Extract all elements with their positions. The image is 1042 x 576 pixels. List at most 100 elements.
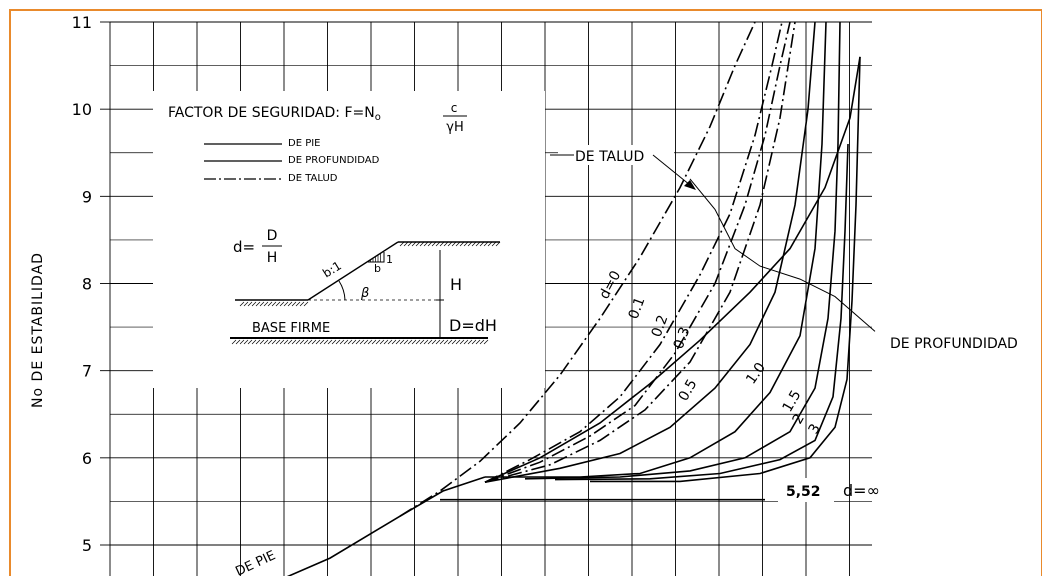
beta-arc <box>338 280 346 301</box>
hatch-mark <box>371 339 377 345</box>
legend-frac-den: γH <box>446 120 463 135</box>
hatch-mark <box>471 241 477 247</box>
inset-one-label: 1 <box>386 253 393 266</box>
hatch-mark <box>403 339 409 345</box>
hatch-mark <box>419 339 425 345</box>
hatch-mark <box>275 339 281 345</box>
series-line-0-2 <box>484 21 791 483</box>
legend-title-sub: o <box>375 112 381 123</box>
legend-entry-profundidad: DE PROFUNDIDAD <box>288 155 380 166</box>
inset-h-label: H <box>450 275 462 294</box>
hatch-mark <box>439 241 445 247</box>
de-talud-leader <box>652 154 691 186</box>
hatch-mark <box>283 301 289 307</box>
inset-b-label: b <box>374 262 381 275</box>
hatch-mark <box>327 339 333 345</box>
hatch-mark <box>335 339 341 345</box>
hatch-mark <box>243 301 249 307</box>
hatch-mark <box>491 241 497 247</box>
series-line-de-talud <box>689 178 876 332</box>
hatch-mark <box>495 241 501 247</box>
hatch-mark <box>251 301 257 307</box>
hatch-mark <box>475 241 481 247</box>
hatch-mark <box>267 339 273 345</box>
hatch-mark <box>323 339 329 345</box>
hatch-mark <box>295 339 301 345</box>
hatch-mark <box>375 339 381 345</box>
hatch-mark <box>455 339 461 345</box>
hatch-mark <box>299 301 305 307</box>
legend-title: FACTOR DE SEGURIDAD: F=No <box>168 105 381 123</box>
hatch-mark <box>359 339 365 345</box>
hatch-mark <box>315 339 321 345</box>
hatch-mark <box>447 339 453 345</box>
hatch-mark <box>399 339 405 345</box>
hatch-mark <box>363 339 369 345</box>
hatch-mark <box>287 301 293 307</box>
hatch-mark <box>411 339 417 345</box>
legend-title-prefix: FACTOR DE SEGURIDAD: F=N <box>168 105 375 121</box>
d-infinity-label: d=∞ <box>843 481 880 500</box>
hatch-mark <box>415 241 421 247</box>
hatch-mark <box>279 339 285 345</box>
hatch-mark <box>483 241 489 247</box>
y-tick-label: 11 <box>72 13 92 32</box>
de-talud-bg <box>558 145 674 165</box>
hatch-mark <box>303 301 309 307</box>
hatch-mark <box>351 339 357 345</box>
hatch-mark <box>383 339 389 345</box>
hatch-mark <box>447 241 453 247</box>
hatch-mark <box>259 339 265 345</box>
hatch-mark <box>391 339 397 345</box>
hatch-mark <box>271 339 277 345</box>
series-group <box>286 21 876 576</box>
y-tick-label: 8 <box>82 275 92 294</box>
hatch-mark <box>427 241 433 247</box>
hatch-mark <box>439 339 445 345</box>
hatch-mark <box>307 339 313 345</box>
hatch-mark <box>287 339 293 345</box>
label-d03: 0.3 <box>671 325 694 351</box>
hatch-mark <box>279 301 285 307</box>
hatch-mark <box>487 241 493 247</box>
hatch-mark <box>291 339 297 345</box>
hatch-mark <box>399 241 405 247</box>
hatch-mark <box>239 301 245 307</box>
hatch-mark <box>255 301 261 307</box>
de-talud-label: DE TALUD <box>575 149 644 165</box>
label-d2: 2 <box>790 411 808 427</box>
label-d10: 1.0 <box>743 360 769 387</box>
hatch-mark <box>255 339 261 345</box>
hatch-mark <box>443 241 449 247</box>
hatch-mark <box>339 339 345 345</box>
hatch-mark <box>259 301 265 307</box>
series-line-de-pie <box>286 476 486 576</box>
hatch-mark <box>319 339 325 345</box>
hatch-mark <box>467 339 473 345</box>
hatch-mark <box>411 241 417 247</box>
series-line-2 <box>554 143 849 481</box>
hatch-mark <box>247 301 253 307</box>
inset-beta-label: β <box>360 286 369 301</box>
hatch-mark <box>263 339 269 345</box>
hatch-mark <box>415 339 421 345</box>
hatch-mark <box>423 339 429 345</box>
hatch-mark <box>459 339 465 345</box>
hatch-mark <box>431 241 437 247</box>
inset-d-lhs: d= <box>233 238 255 256</box>
hatch-mark <box>271 301 277 307</box>
hatch-mark <box>459 241 465 247</box>
hatch-mark <box>355 339 361 345</box>
de-talud-arrowhead <box>684 180 696 190</box>
hatch-mark <box>471 339 477 345</box>
hatch-mark <box>423 241 429 247</box>
hatch-mark <box>479 339 485 345</box>
hatch-mark <box>419 241 425 247</box>
hatch-mark <box>263 301 269 307</box>
hatch-mark <box>475 339 481 345</box>
hatch-mark <box>479 241 485 247</box>
hatch-mark <box>235 339 241 345</box>
series-line-d-0 <box>399 21 756 517</box>
hatch-marks <box>231 241 501 345</box>
series-line-0-1 <box>484 21 783 483</box>
